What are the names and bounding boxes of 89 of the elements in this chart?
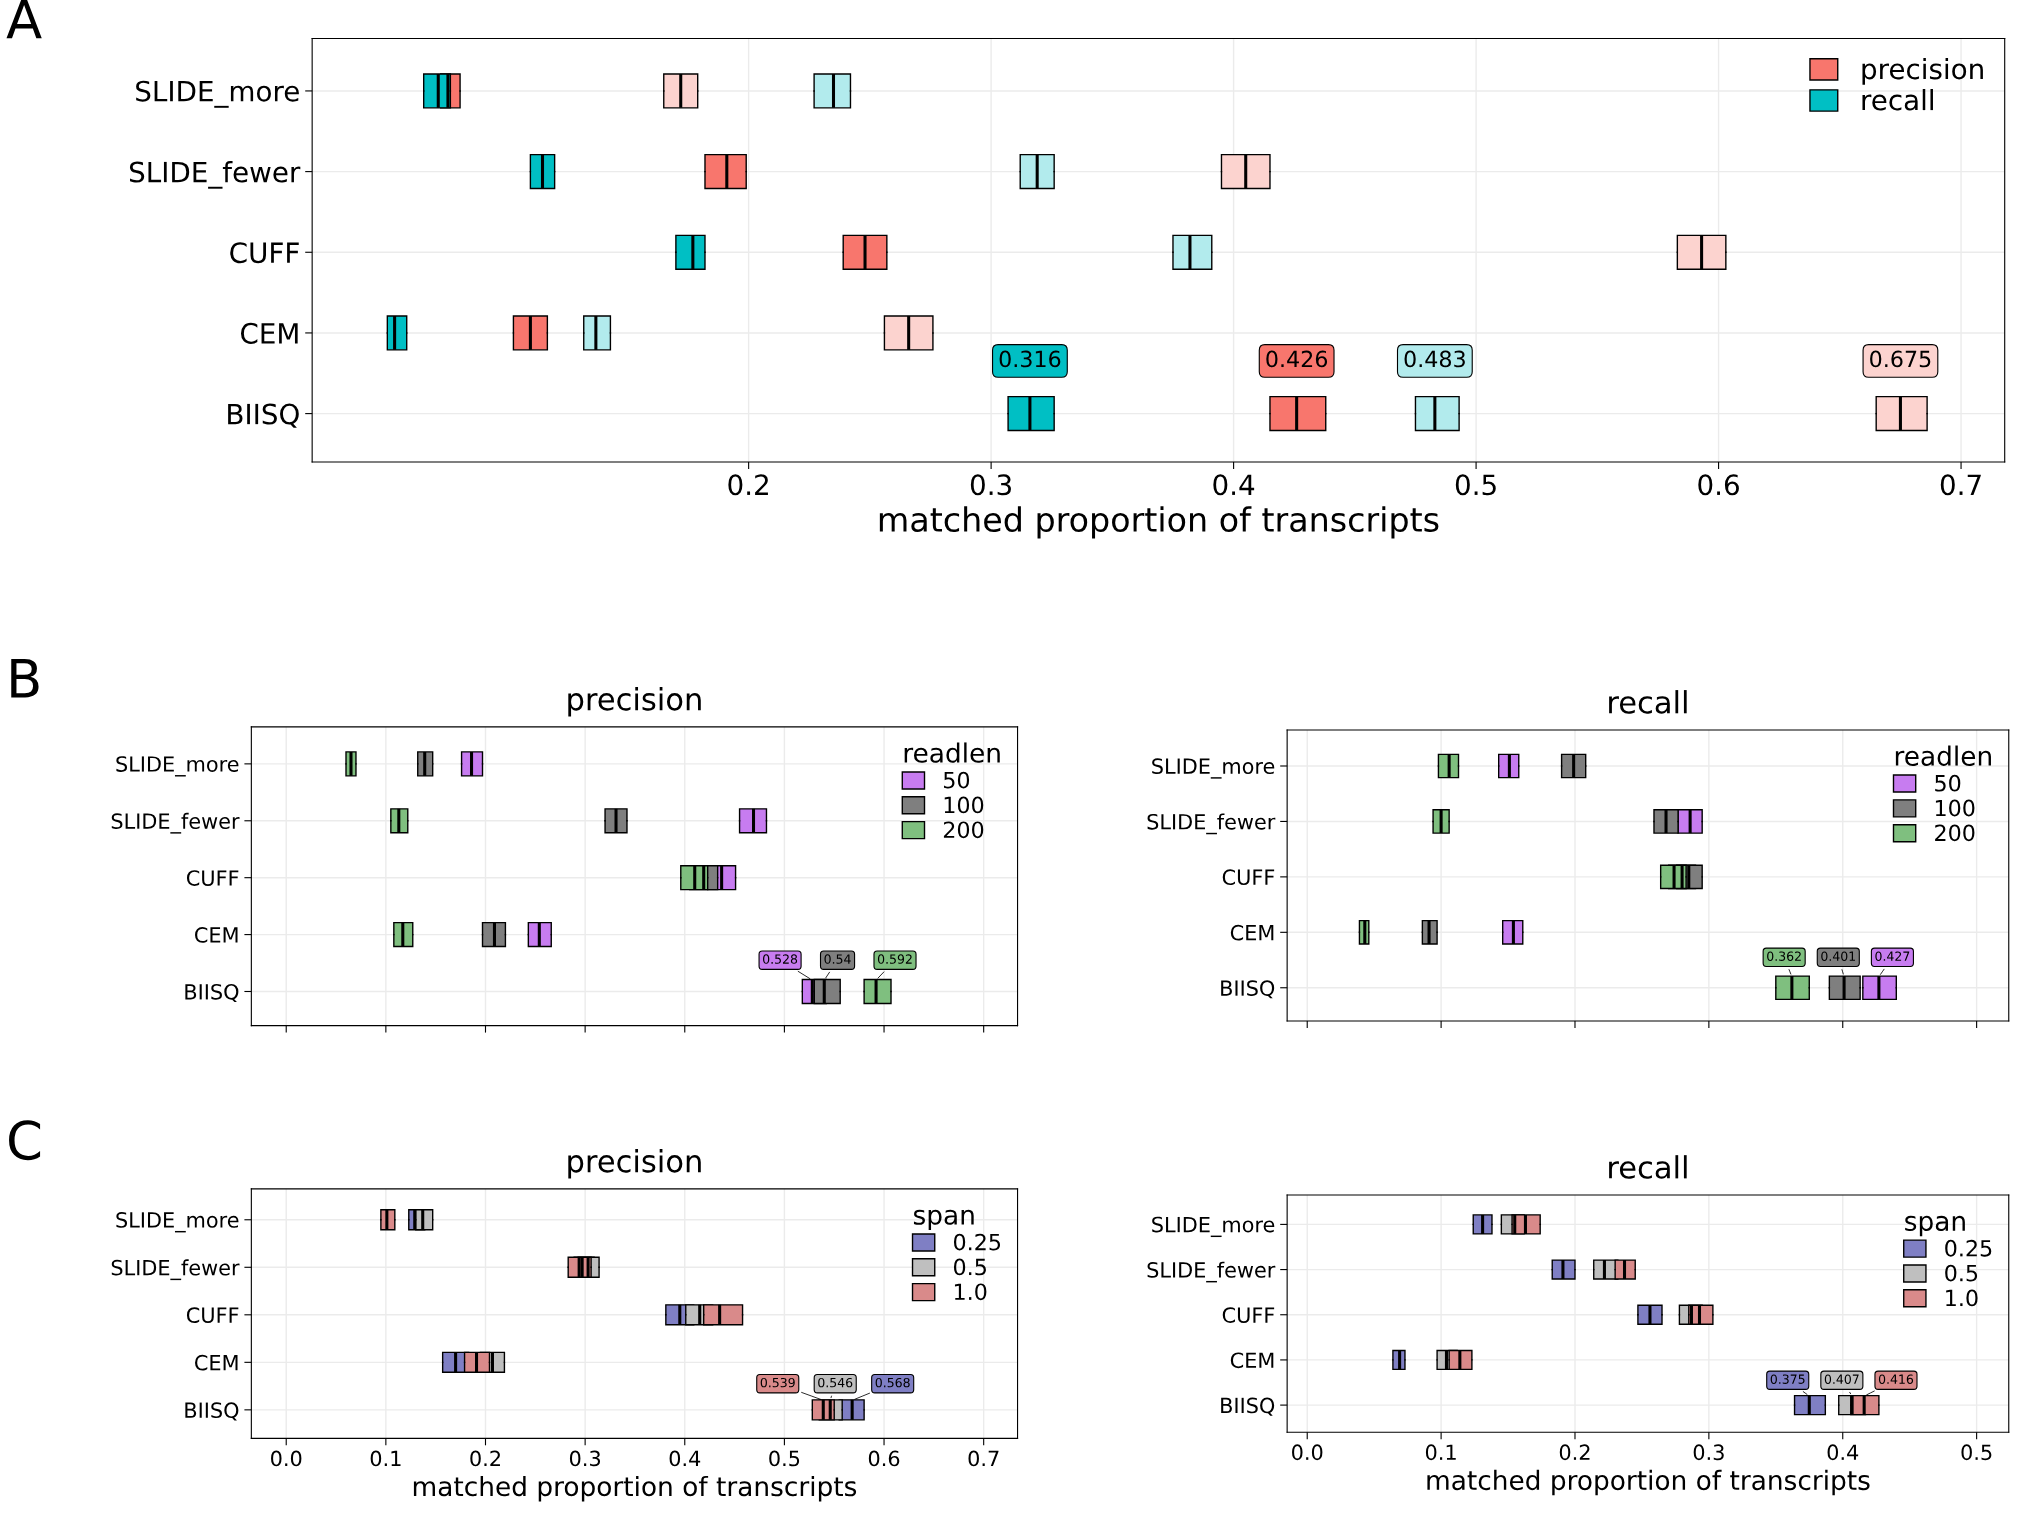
- legend-label: recall: [1862, 88, 1933, 111]
- annotation: 0.546: [818, 1377, 853, 1388]
- annotation: 0.316: [999, 350, 1061, 368]
- legend-label: precision: [1862, 57, 1983, 85]
- y-tick-label: SLIDE_more: [116, 1212, 239, 1233]
- x-tick-label: 0.2: [1559, 1444, 1590, 1461]
- chart-title: recall: [1609, 1155, 1687, 1179]
- legend-label: 200: [943, 821, 984, 839]
- y-tick-label: CEM: [1230, 924, 1274, 941]
- chart-title: precision: [568, 687, 701, 717]
- annotation: 0.528: [763, 954, 798, 964]
- x-tick-label: 0.7: [1940, 474, 1981, 496]
- y-tick-label: CUFF: [186, 870, 239, 886]
- y-tick-label: SLIDE_more: [1152, 758, 1275, 779]
- legend-label: 100: [944, 796, 984, 814]
- legend-label: 0.25: [953, 1233, 1001, 1251]
- y-tick-label: CEM: [1230, 1352, 1274, 1369]
- x-tick-label: 0.7: [968, 1450, 999, 1467]
- y-tick-label: SLIDE_fewer: [111, 1259, 240, 1281]
- x-tick-label: 0.0: [1292, 1444, 1323, 1461]
- legend-label: 50: [1935, 774, 1961, 792]
- legend-title: readlen: [904, 742, 1000, 763]
- text: C: [9, 1120, 41, 1161]
- y-tick-label: BIISQ: [185, 983, 239, 1003]
- annotation: 0.375: [1770, 1374, 1805, 1384]
- x-tick-label: 0.5: [1455, 474, 1496, 496]
- x-tick-label: 0.5: [769, 1450, 800, 1467]
- y-tick-label: BIISQ: [1221, 980, 1275, 999]
- y-tick-label: CUFF: [186, 1307, 239, 1324]
- legend-label: 0.5: [953, 1258, 986, 1276]
- y-tick-label: SLIDE_fewer: [111, 812, 240, 834]
- y-tick-label: CUFF: [1222, 869, 1275, 886]
- y-tick-label: CEM: [195, 1354, 238, 1371]
- x-tick-label: 0.1: [1425, 1444, 1456, 1461]
- x-tick-label: 0.4: [1827, 1444, 1859, 1461]
- legend-label: 50: [944, 771, 970, 789]
- y-tick-label: SLIDE_more: [116, 756, 239, 777]
- legend-title: readlen: [1895, 745, 1991, 766]
- legend-label: 1.0: [954, 1283, 987, 1301]
- y-tick-label: BIISQ: [185, 1402, 239, 1421]
- annotation: 0.427: [1875, 951, 1910, 961]
- y-tick-label: SLIDE_fewer: [1147, 813, 1276, 835]
- legend-title: span: [1905, 1215, 1965, 1237]
- y-tick-label: BIISQ: [1221, 1397, 1275, 1416]
- annotation: 0.407: [1824, 1374, 1859, 1384]
- y-tick-label: CUFF: [1222, 1307, 1275, 1323]
- y-tick-label: BIISQ: [228, 403, 299, 428]
- x-tick-label: 0.4: [1213, 474, 1255, 496]
- annotation: 0.426: [1266, 350, 1328, 368]
- x-tick-label: 0.5: [1961, 1444, 1992, 1461]
- legend-label: 0.25: [1945, 1239, 1992, 1257]
- y-tick-label: CEM: [195, 927, 238, 943]
- y-tick-label: SLIDE_fewer: [1147, 1261, 1276, 1283]
- legend-label: 200: [1935, 824, 1975, 842]
- annotation: 0.401: [1821, 951, 1856, 961]
- x-tick-label: 0.0: [271, 1450, 302, 1467]
- x-tick-label: 0.1: [370, 1450, 401, 1467]
- annotation: 0.568: [875, 1377, 910, 1388]
- chart-title: precision: [568, 1149, 701, 1179]
- x-tick-label: 0.2: [470, 1450, 500, 1467]
- x-tick-label: 0.3: [569, 1450, 601, 1467]
- x-tick-label: 0.4: [669, 1450, 701, 1467]
- x-tick-label: 0.6: [868, 1450, 900, 1467]
- x-axis-title: matched proportion of transcripts: [1427, 1469, 1870, 1496]
- annotation: 0.54: [824, 954, 851, 964]
- annotation: 0.675: [1870, 350, 1931, 368]
- x-axis-title: matched proportion of transcripts: [879, 506, 1439, 539]
- text: B: [11, 658, 39, 698]
- legend-label: 1.0: [1946, 1289, 1978, 1307]
- chart-title: recall: [1609, 690, 1687, 714]
- legend-title: span: [913, 1209, 974, 1230]
- x-tick-label: 0.2: [728, 474, 768, 496]
- x-tick-label: 0.6: [1698, 474, 1739, 496]
- annotation: 0.483: [1404, 350, 1465, 368]
- text: A: [6, 0, 42, 39]
- y-tick-label: SLIDE_more: [136, 80, 299, 108]
- annotation: 0.416: [1878, 1374, 1914, 1384]
- x-tick-label: 0.3: [970, 474, 1011, 496]
- annotation: 0.592: [877, 954, 912, 964]
- y-tick-label: SLIDE_fewer: [129, 161, 301, 189]
- annotation: 0.539: [760, 1377, 795, 1388]
- y-tick-label: CEM: [240, 322, 298, 344]
- y-tick-label: SLIDE_more: [1152, 1216, 1275, 1238]
- y-tick-label: CUFF: [230, 242, 299, 264]
- annotation: 0.362: [1767, 951, 1801, 961]
- legend-label: 100: [1935, 799, 1975, 817]
- legend-label: 0.5: [1945, 1264, 1978, 1282]
- x-axis-title: matched proportion of transcripts: [413, 1475, 857, 1502]
- x-tick-label: 0.3: [1693, 1444, 1724, 1461]
